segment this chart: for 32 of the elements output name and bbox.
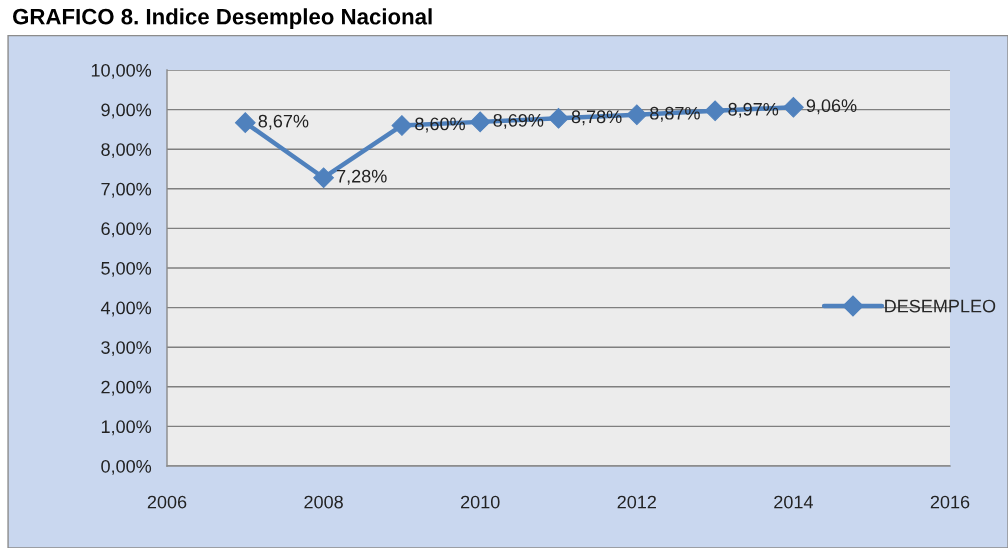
y-tick-label: 7,00% [101, 182, 152, 198]
data-label: 9,06% [806, 99, 857, 115]
point [469, 111, 491, 133]
y-tick-label: 1,00% [101, 420, 152, 436]
y-tick-label: 0,00% [101, 459, 152, 475]
y-tick-label: 9,00% [101, 103, 152, 119]
data-label: 8,69% [493, 113, 544, 129]
chart-title: GRAFICO 8. Indice Desempleo Nacional [13, 8, 432, 29]
data-label: 7,28% [337, 169, 387, 185]
x-tick-label: 2014 [774, 495, 813, 509]
x-tick-label: 2016 [930, 495, 970, 509]
y-tick-label: 2,00% [101, 380, 152, 396]
x-tick-label: 2006 [147, 495, 187, 509]
data-label: 8,67% [258, 114, 309, 130]
y-tick-label: 5,00% [101, 261, 152, 277]
point [783, 96, 804, 118]
y-tick-label: 8,00% [101, 143, 152, 159]
y-tick-label: 6,00% [101, 222, 152, 238]
point [704, 100, 726, 122]
point [626, 104, 648, 126]
point [391, 115, 413, 136]
data-label: 8,87% [650, 106, 700, 122]
y-tick-label: 10,00% [91, 63, 152, 79]
point [548, 107, 569, 129]
x-tick-label: 2012 [617, 495, 656, 509]
x-tick-label: 2010 [461, 495, 500, 509]
point [313, 167, 334, 189]
point [234, 112, 256, 134]
x-tick-label: 2008 [304, 495, 343, 509]
y-tick-label: 3,00% [101, 341, 152, 357]
legend-label: DESEMPLEO [885, 299, 996, 313]
y-tick-label: 4,00% [100, 301, 152, 317]
